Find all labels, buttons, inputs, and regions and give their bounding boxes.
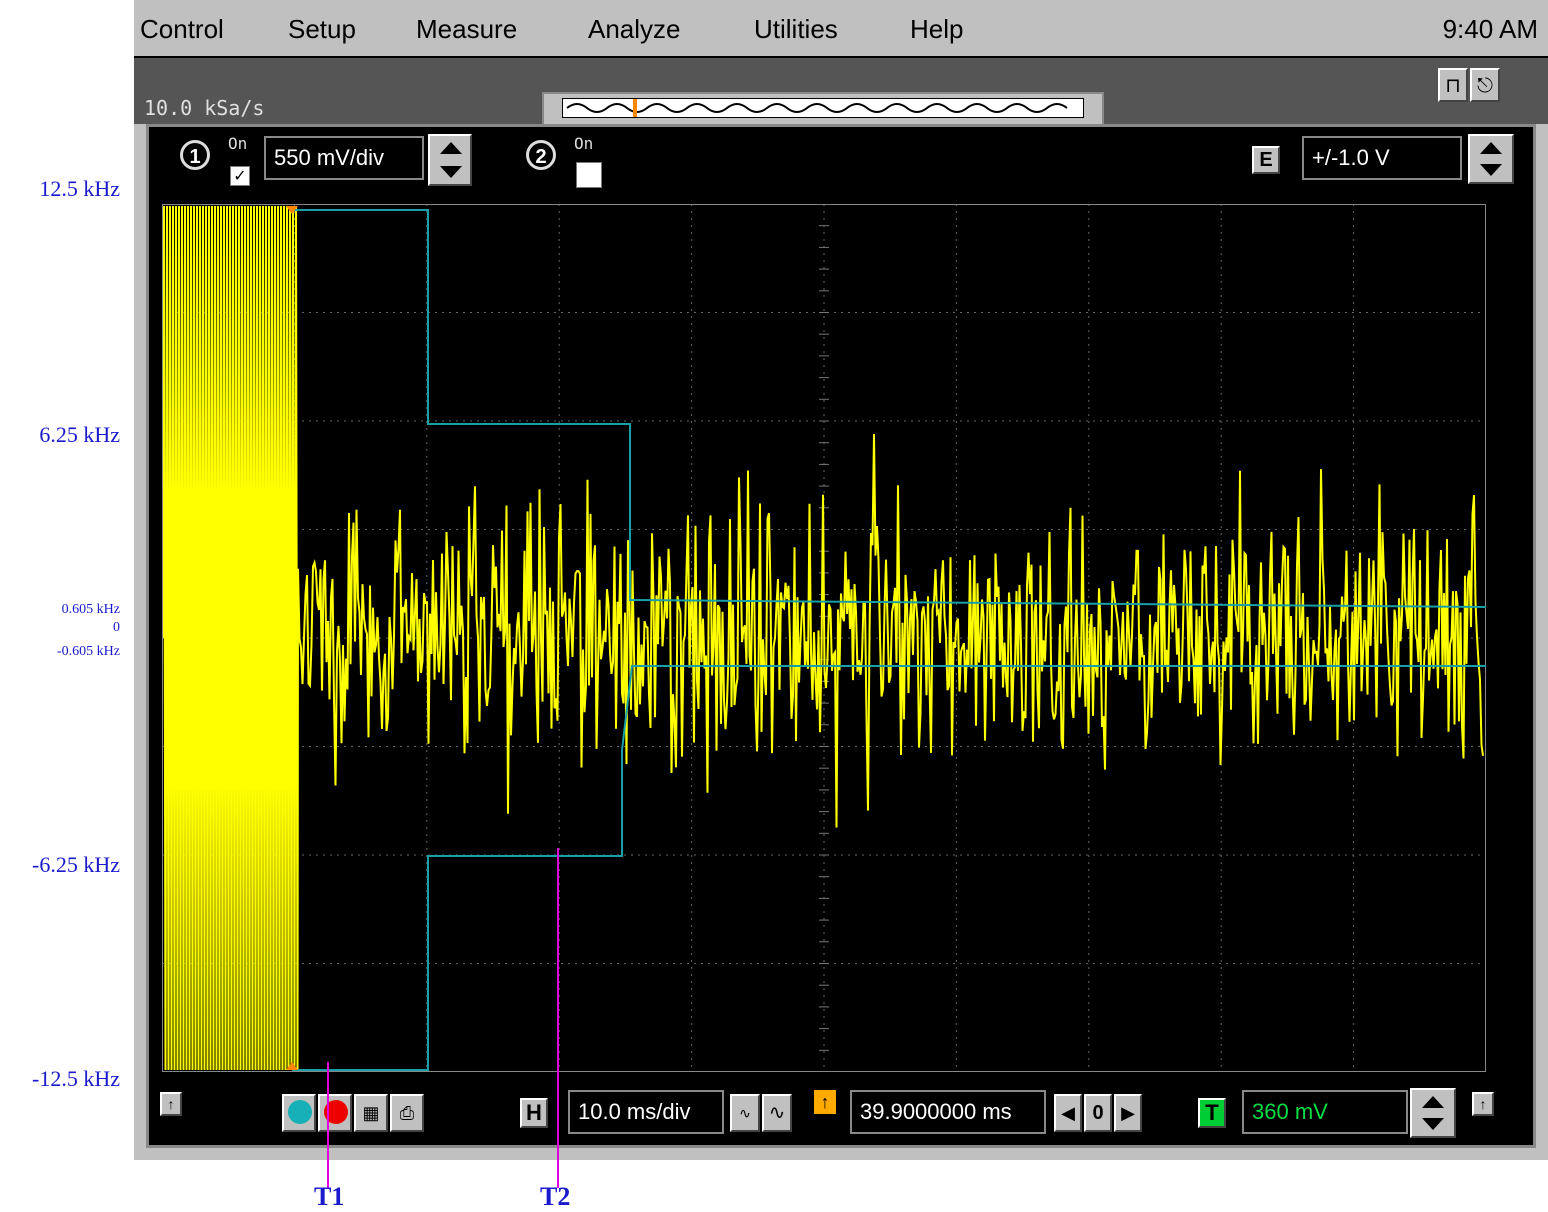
menu-utilities[interactable]: Utilities	[754, 14, 838, 44]
marker-t2: T2	[540, 1182, 571, 1211]
overview-wave-icon	[566, 99, 1068, 117]
y-label-neg-6-25-khz: -6.25 kHz	[32, 852, 120, 877]
channel-1-trace	[163, 205, 1484, 1071]
channel-1-checkbox[interactable]: ✓	[230, 166, 250, 186]
y-label-neg-0-605-khz: -0.605 kHz	[57, 644, 120, 659]
menu-bar: Control Setup Measure Analyze Utilities …	[134, 0, 1548, 58]
trigger-level-spinner[interactable]	[1410, 1088, 1456, 1138]
horizontal-label: H	[520, 1098, 548, 1128]
print-icon[interactable]: ⎙	[390, 1094, 424, 1132]
channel-1-on-label: On	[228, 134, 248, 153]
external-trigger-button[interactable]: E	[1252, 146, 1280, 174]
y-label-neg-12-5-khz: -12.5 kHz	[32, 1066, 120, 1091]
trigger-label: T	[1198, 1098, 1226, 1128]
clock: 9:40 AM	[1442, 14, 1538, 44]
menu-control[interactable]: Control	[140, 14, 224, 44]
run-button[interactable]	[282, 1094, 316, 1132]
menu-analyze[interactable]: Analyze	[588, 14, 681, 44]
mouse-icon[interactable]: ⎋	[1470, 68, 1500, 102]
channel-2-checkbox[interactable]	[576, 162, 602, 188]
sample-rate: 10.0 kSa/s	[144, 96, 265, 120]
trigger-reference-icon[interactable]: ↑	[814, 1090, 836, 1114]
channel-1-coupling-icon[interactable]	[428, 134, 472, 186]
left-arrow-up-icon[interactable]: ↑	[160, 1092, 182, 1116]
delay-value[interactable]: 39.9000000 ms	[850, 1090, 1046, 1134]
y-label-0-605-khz: 0.605 kHz	[61, 602, 120, 617]
channel-1-icon[interactable]: 1	[180, 140, 210, 170]
waveform-graticule[interactable]	[162, 204, 1486, 1072]
channel-2-icon[interactable]: 2	[526, 140, 556, 170]
right-arrow-up-icon[interactable]: ↑	[1472, 1092, 1494, 1116]
menu-measure[interactable]: Measure	[416, 14, 518, 44]
overlay-lower-step	[292, 665, 1486, 1071]
trigger-marker-bottom-icon	[286, 1062, 298, 1070]
channel-2-on-label: On	[574, 134, 594, 153]
channel-1-scale[interactable]: 550 mV/div	[264, 136, 424, 180]
autoscale-icon[interactable]: ▦	[354, 1094, 388, 1132]
marker-t1: T1	[314, 1182, 345, 1211]
menu-help[interactable]: Help	[910, 14, 964, 44]
pulse-mode-icon[interactable]: ⊓	[1438, 68, 1468, 102]
realtime-icon[interactable]: ∿	[730, 1094, 760, 1132]
delay-left-icon[interactable]: ◀	[1054, 1094, 1082, 1132]
overlay-upper-step	[292, 209, 1486, 608]
trigger-marker-top-icon	[286, 206, 298, 214]
external-range-spinner[interactable]	[1468, 134, 1514, 184]
delay-zero-button[interactable]: 0	[1084, 1094, 1112, 1132]
y-label-zero: 0	[113, 620, 120, 635]
waveform-icon[interactable]: ∿	[762, 1094, 792, 1132]
y-label-6-25-khz: 6.25 kHz	[39, 422, 120, 447]
menu-setup[interactable]: Setup	[288, 14, 356, 44]
y-label-12-5-khz: 12.5 kHz	[39, 176, 120, 201]
external-range[interactable]: +/-1.0 V	[1302, 136, 1462, 180]
trigger-level[interactable]: 360 mV	[1242, 1090, 1408, 1134]
timebase-value[interactable]: 10.0 ms/div	[568, 1090, 724, 1134]
delay-right-icon[interactable]: ▶	[1114, 1094, 1142, 1132]
waveform-overview[interactable]	[542, 92, 1104, 126]
